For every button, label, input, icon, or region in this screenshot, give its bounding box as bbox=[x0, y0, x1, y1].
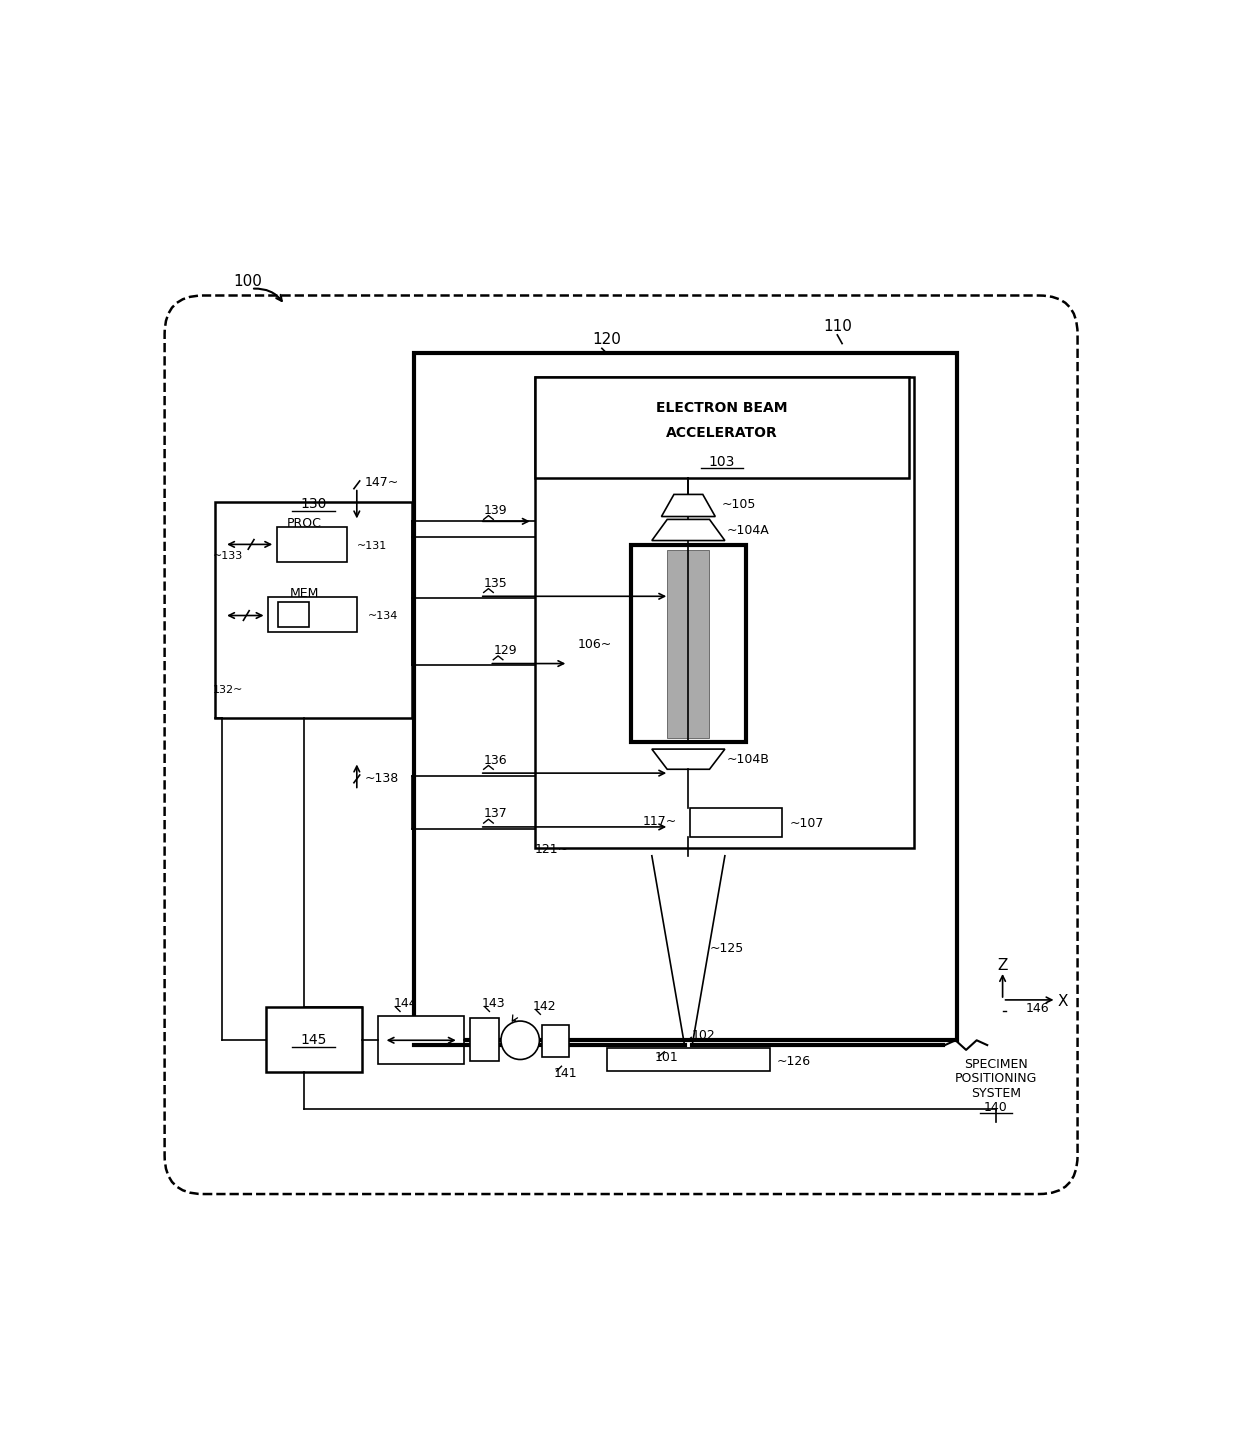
Bar bbox=[265, 1007, 362, 1072]
Text: 144: 144 bbox=[393, 997, 417, 1010]
Text: 129: 129 bbox=[494, 644, 517, 657]
Text: PROC: PROC bbox=[286, 517, 321, 530]
Text: 121~: 121~ bbox=[534, 843, 569, 856]
Polygon shape bbox=[661, 495, 715, 517]
Text: 137: 137 bbox=[484, 807, 507, 820]
Text: X: X bbox=[1058, 994, 1069, 1010]
Text: 140: 140 bbox=[985, 1101, 1008, 1114]
Bar bbox=[667, 550, 709, 737]
Text: 117~: 117~ bbox=[642, 814, 677, 827]
Text: 120: 120 bbox=[593, 331, 621, 347]
Text: 145: 145 bbox=[300, 1033, 327, 1048]
Text: 136: 136 bbox=[484, 753, 507, 766]
Text: ELECTRON BEAM: ELECTRON BEAM bbox=[656, 400, 787, 415]
Bar bbox=[277, 527, 347, 562]
Bar bbox=[606, 1048, 770, 1071]
Text: 106~: 106~ bbox=[578, 638, 613, 651]
Text: 110: 110 bbox=[823, 319, 852, 334]
Text: 102: 102 bbox=[691, 1029, 715, 1042]
Bar bbox=[278, 602, 309, 627]
Text: ~131: ~131 bbox=[357, 541, 387, 551]
Text: 142: 142 bbox=[533, 1000, 557, 1013]
Text: 135: 135 bbox=[484, 576, 507, 589]
Text: Z: Z bbox=[997, 958, 1008, 972]
Text: 101: 101 bbox=[655, 1051, 678, 1064]
Text: 139: 139 bbox=[484, 503, 507, 517]
Text: ~126: ~126 bbox=[776, 1055, 811, 1068]
Polygon shape bbox=[652, 749, 725, 769]
Bar bbox=[215, 502, 412, 718]
Text: 132~: 132~ bbox=[213, 685, 243, 695]
Bar bbox=[378, 1016, 465, 1064]
Text: 147~: 147~ bbox=[365, 476, 399, 489]
Bar bbox=[534, 377, 914, 847]
Bar bbox=[414, 353, 957, 1040]
Bar bbox=[542, 1024, 569, 1056]
Bar bbox=[534, 377, 909, 477]
Bar bbox=[470, 1019, 498, 1062]
Bar bbox=[631, 546, 746, 743]
Text: ~133: ~133 bbox=[213, 551, 243, 562]
Bar bbox=[268, 598, 357, 631]
Text: 146: 146 bbox=[1025, 1003, 1049, 1016]
Text: 143: 143 bbox=[481, 997, 506, 1010]
Text: ~138: ~138 bbox=[365, 772, 399, 785]
Text: ~104B: ~104B bbox=[727, 753, 770, 766]
Text: ~104A: ~104A bbox=[727, 524, 770, 537]
Text: 100: 100 bbox=[234, 274, 263, 289]
Text: ~105: ~105 bbox=[722, 498, 756, 511]
Text: ACCELERATOR: ACCELERATOR bbox=[666, 427, 777, 440]
Text: ~134: ~134 bbox=[368, 611, 399, 621]
Text: POSITIONING: POSITIONING bbox=[955, 1072, 1037, 1085]
Bar bbox=[691, 808, 781, 837]
Text: SYSTEM: SYSTEM bbox=[971, 1087, 1021, 1100]
Text: 103: 103 bbox=[709, 454, 735, 469]
Text: MEM: MEM bbox=[289, 586, 319, 599]
Circle shape bbox=[501, 1022, 539, 1059]
Text: ~125: ~125 bbox=[709, 943, 744, 955]
Text: SPECIMEN: SPECIMEN bbox=[963, 1058, 1028, 1071]
Polygon shape bbox=[652, 519, 725, 541]
Text: 141: 141 bbox=[554, 1068, 578, 1081]
Text: 130: 130 bbox=[300, 498, 327, 511]
Text: ~107: ~107 bbox=[789, 817, 823, 830]
